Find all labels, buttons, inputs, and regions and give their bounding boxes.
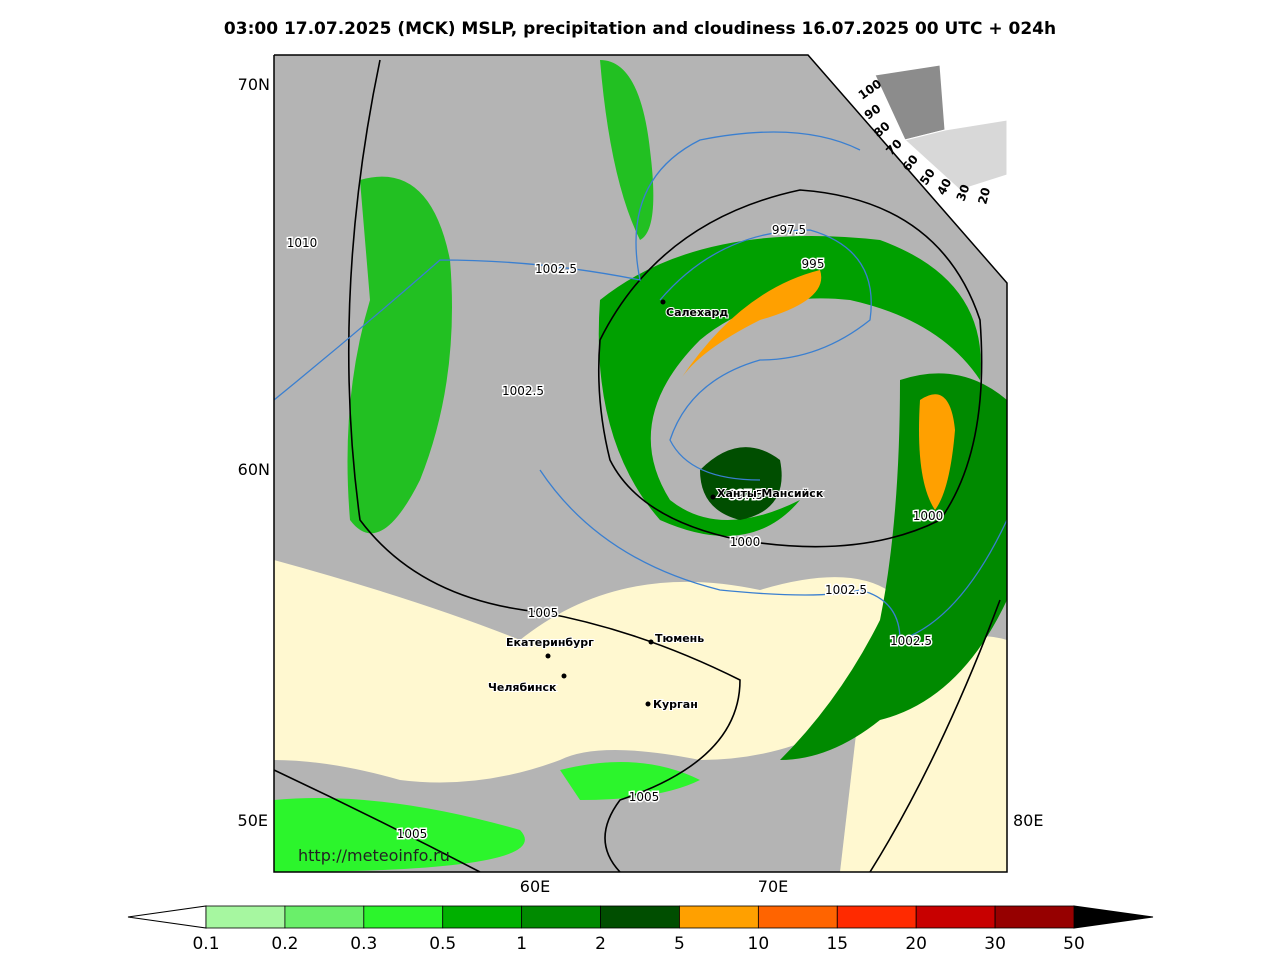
colorbar-tick-label: 30 bbox=[984, 934, 1006, 954]
colorbar-tick-label: 5 bbox=[674, 934, 685, 954]
precip bbox=[598, 236, 981, 536]
colorbar-box bbox=[757, 905, 838, 929]
isobar-label: 1002.5 bbox=[890, 634, 932, 648]
colorbar-tick-label: 0.3 bbox=[350, 934, 377, 954]
clear-area bbox=[274, 560, 900, 783]
colorbar-box bbox=[442, 905, 523, 929]
isobar-label: 1002.5 bbox=[502, 384, 544, 398]
isobar-labels: 1010 1002.5 1002.5 997.5 995 997.5 1000 … bbox=[285, 222, 945, 843]
colorbar-tick-label: 15 bbox=[826, 934, 848, 954]
city-label: Челябинск bbox=[488, 681, 557, 694]
isobars bbox=[274, 59, 1001, 872]
city-dot bbox=[545, 653, 551, 659]
city-dot bbox=[561, 673, 567, 679]
cloud-scale-wheel bbox=[874, 64, 1008, 191]
colorbar: 0.1 0.2 0.3 0.5 1 2 5 10 15 20 30 50 bbox=[127, 905, 1154, 954]
colorbar-tick-label: 50 bbox=[1063, 934, 1085, 954]
isobar-label: 1000 bbox=[913, 509, 944, 523]
isobar-label: 995 bbox=[802, 257, 825, 271]
precip bbox=[780, 373, 1007, 760]
city-dot bbox=[648, 639, 654, 645]
colorbar-box bbox=[284, 905, 365, 929]
cloud-scale-label: 40 bbox=[934, 176, 954, 197]
colorbar-box bbox=[836, 905, 917, 929]
isobar-label: 1002.5 bbox=[535, 262, 577, 276]
colorbar-box bbox=[521, 905, 601, 929]
map-frame bbox=[273, 54, 1008, 873]
colorbar-tick-label: 20 bbox=[905, 934, 927, 954]
isobars-minor bbox=[274, 131, 1007, 641]
colorbar-box bbox=[205, 905, 286, 929]
lon-label: 60E bbox=[520, 877, 550, 896]
lat-label: 60N bbox=[238, 460, 270, 479]
lon-label: 50E bbox=[238, 811, 268, 830]
isobar-label: 1005 bbox=[629, 790, 660, 804]
isobar-label: 1005 bbox=[397, 827, 428, 841]
isobar-label: 1010 bbox=[287, 236, 318, 250]
watermark: http://meteoinfo.ru bbox=[298, 846, 450, 865]
lon-label: 80E bbox=[1013, 811, 1043, 830]
precip bbox=[274, 762, 700, 872]
isobar-label: 1002.5 bbox=[825, 583, 867, 597]
colorbar-tick-label: 0.5 bbox=[429, 934, 456, 954]
precip bbox=[700, 447, 782, 520]
precip bbox=[600, 60, 654, 240]
colorbar-low-end bbox=[127, 905, 207, 929]
colorbar-box bbox=[600, 905, 680, 929]
city-label: Екатеринбург bbox=[506, 636, 594, 649]
colorbar-box bbox=[363, 905, 444, 929]
precip bbox=[919, 394, 955, 510]
title: 03:00 17.07.2025 (MCK) MSLP, precipitati… bbox=[224, 19, 1056, 39]
colorbar-tick-label: 10 bbox=[748, 934, 770, 954]
isobar-label: 997.5 bbox=[729, 488, 763, 502]
isobar-label: 997.5 bbox=[772, 223, 806, 237]
colorbar-box bbox=[915, 905, 996, 929]
city-dot bbox=[660, 299, 666, 305]
city-label: Тюмень bbox=[655, 632, 704, 645]
colorbar-high-end bbox=[1073, 905, 1154, 929]
lon-label: 70E bbox=[758, 877, 788, 896]
cloud-scale-label: 20 bbox=[975, 186, 993, 206]
colorbar-tick-label: 2 bbox=[595, 934, 606, 954]
isobar-label: 1005 bbox=[528, 606, 559, 620]
cities: Салехард Ханты-Мансийск Тюмень Екатеринб… bbox=[487, 299, 825, 712]
cloud-scale-label: 30 bbox=[954, 183, 973, 203]
colorbar-tick-label: 1 bbox=[516, 934, 527, 954]
precip bbox=[680, 270, 822, 380]
city-label: Ханты-Мансийск bbox=[717, 487, 824, 500]
city-label: Салехард bbox=[666, 306, 728, 319]
isobar-label: 1000 bbox=[730, 535, 761, 549]
colorbar-tick-label: 0.1 bbox=[192, 934, 219, 954]
city-dot bbox=[710, 494, 716, 500]
colorbar-tick-label: 0.2 bbox=[271, 934, 298, 954]
map bbox=[274, 55, 1007, 872]
lat-label: 70N bbox=[238, 75, 270, 94]
colorbar-box bbox=[679, 905, 759, 929]
colorbar-box bbox=[994, 905, 1075, 929]
city-dot bbox=[645, 701, 651, 707]
city-label: Курган bbox=[653, 698, 698, 711]
precip bbox=[347, 176, 452, 534]
axis-labels: 70N 60N 50E 60E 70E 80E bbox=[238, 75, 1044, 896]
